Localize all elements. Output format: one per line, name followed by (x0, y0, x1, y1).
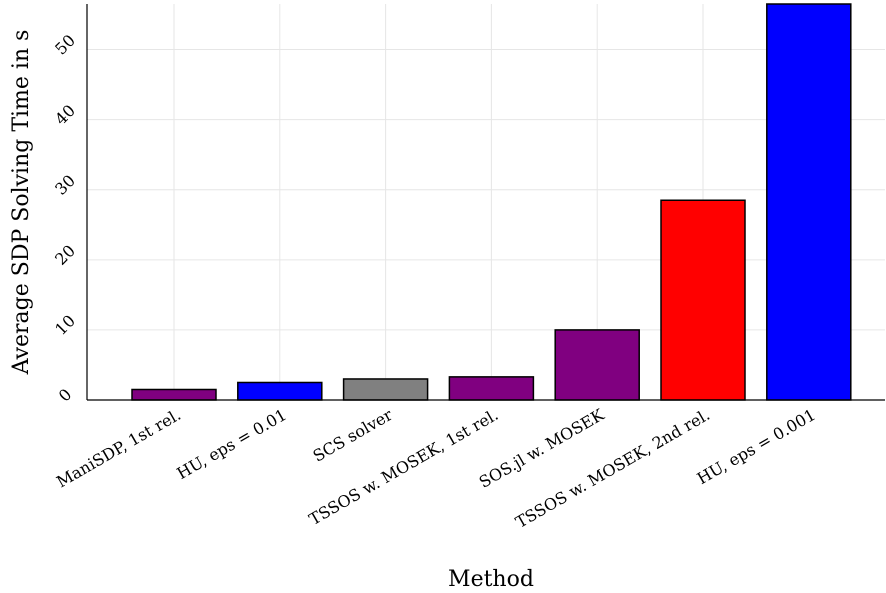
bar (555, 330, 639, 400)
y-tick-label: 30 (51, 171, 79, 199)
x-tick-labels: ManiSDP, 1st rel.HU, eps = 0.01 SCS solve… (53, 404, 819, 531)
bar (344, 379, 428, 400)
axes (87, 4, 885, 400)
y-tick-labels: 0 10 20 30 40 50 (51, 31, 79, 406)
y-tick-label: 50 (51, 31, 79, 59)
x-tick-label: HU, eps = 0.001 (694, 405, 819, 488)
bar (132, 389, 216, 400)
y-tick-label: 40 (51, 101, 79, 129)
x-tick-label: SCS solver (310, 405, 396, 466)
y-tick-label: 20 (51, 241, 79, 269)
x-tick-label: TSSOS w. MOSEK, 2nd rel. (512, 405, 713, 532)
x-tick-label: TSSOS w. MOSEK, 1st rel. (306, 405, 502, 529)
x-tick-label: HU, eps = 0.01 (174, 405, 290, 483)
y-tick-label: 10 (51, 311, 79, 339)
bar (767, 4, 851, 400)
x-axis-label: Method (448, 567, 534, 592)
y-axis-label: Average SDP Solving Time in s (9, 30, 34, 376)
bar (238, 382, 322, 400)
x-tick-label: ManiSDP, 1st rel. (53, 405, 184, 491)
bar (449, 377, 533, 400)
bar (661, 200, 745, 400)
y-tick-label: 0 (55, 385, 76, 406)
grid-lines (87, 4, 885, 400)
